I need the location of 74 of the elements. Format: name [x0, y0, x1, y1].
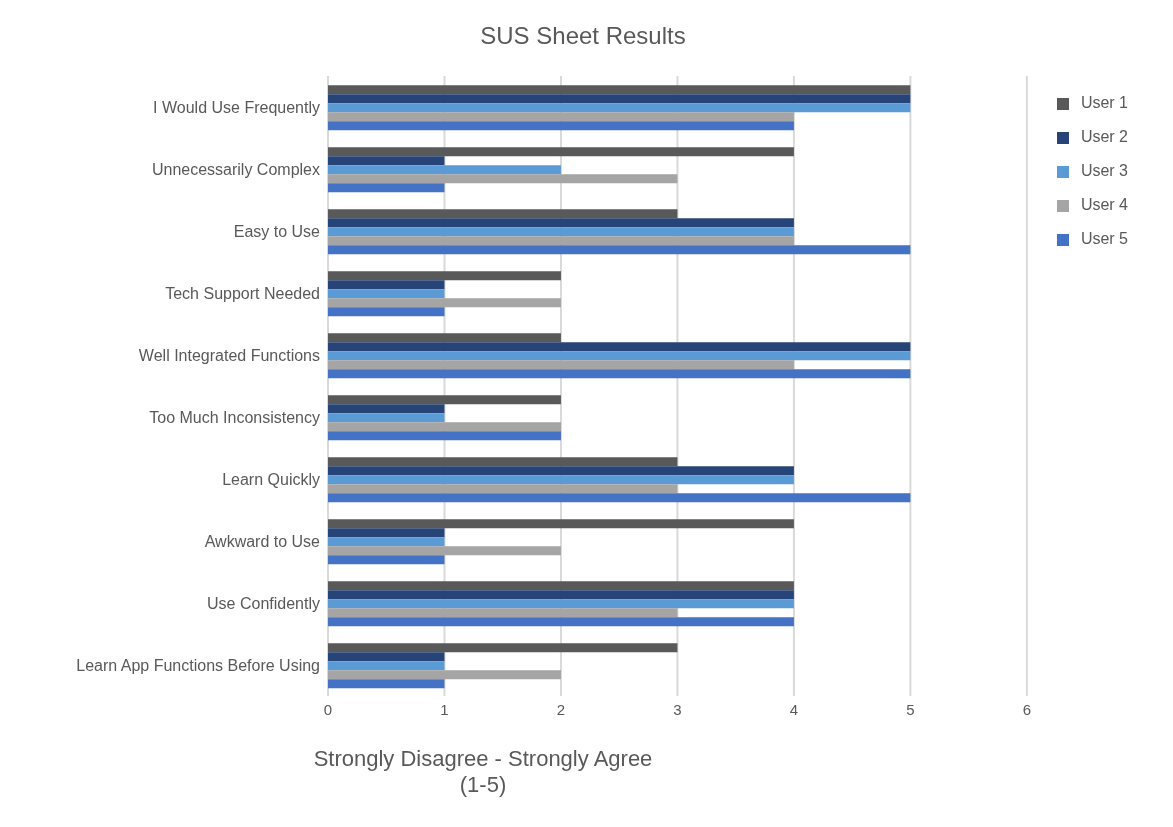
y-tick-label: Learn Quickly	[222, 470, 320, 488]
bar	[328, 608, 678, 618]
bar	[328, 599, 794, 609]
y-tick-label: Use Confidently	[207, 594, 320, 612]
x-tick-label: 3	[673, 700, 682, 718]
bar	[328, 121, 794, 131]
y-tick-label: I Would Use Frequently	[153, 98, 320, 116]
bar	[328, 147, 794, 157]
bar	[328, 528, 445, 538]
bar	[328, 617, 794, 627]
bar	[328, 165, 561, 175]
bar	[328, 369, 911, 379]
y-tick-label: Awkward to Use	[204, 532, 321, 550]
chart-title: SUS Sheet Results	[479, 21, 687, 51]
y-tick-label: Too Much Inconsistency	[149, 408, 320, 426]
bar	[328, 546, 561, 556]
bar	[328, 218, 794, 228]
bar	[328, 360, 794, 370]
bar	[328, 413, 445, 423]
y-tick-label: Unnecessarily Complex	[151, 160, 320, 178]
bar	[328, 581, 794, 591]
bar	[328, 183, 445, 193]
legend-label: User 5	[1080, 230, 1128, 247]
bar	[328, 85, 911, 95]
x-tick-label: 5	[906, 700, 915, 718]
bar	[328, 351, 911, 361]
legend-label: User 2	[1080, 128, 1128, 145]
bar	[328, 670, 561, 680]
x-tick-label: 6	[1022, 700, 1032, 718]
x-tick-label: 4	[789, 700, 799, 718]
bar	[328, 112, 794, 122]
bar	[328, 342, 911, 352]
bar	[328, 289, 445, 299]
bar	[328, 103, 911, 113]
x-tick-label: 0	[323, 700, 333, 718]
bar	[328, 652, 445, 662]
y-tick-label: Tech Support Needed	[165, 284, 320, 302]
bar	[328, 679, 445, 689]
bar	[328, 643, 678, 653]
x-tick-label: 1	[440, 700, 449, 718]
bar	[328, 493, 911, 503]
legend-label: User 4	[1080, 196, 1128, 213]
y-tick-label: Well Integrated Functions	[138, 346, 320, 364]
bar	[328, 457, 678, 467]
legend-label: User 3	[1080, 162, 1128, 179]
bar	[328, 236, 794, 246]
bar	[328, 590, 794, 600]
x-tick-label: 2	[556, 700, 566, 718]
bar	[328, 174, 678, 184]
bar	[328, 307, 445, 317]
bar	[328, 475, 794, 485]
bar	[328, 156, 445, 166]
bar	[328, 245, 911, 255]
bar	[328, 280, 445, 290]
y-tick-label: Easy to Use	[233, 222, 321, 240]
y-tick-label: Learn App Functions Before Using	[76, 656, 320, 674]
bar	[328, 431, 561, 441]
bar	[328, 227, 794, 237]
bar	[328, 271, 561, 281]
bar	[328, 537, 445, 547]
bar	[328, 333, 561, 343]
bar	[328, 519, 794, 529]
bar	[328, 209, 678, 219]
bar	[328, 661, 445, 671]
bar	[328, 466, 794, 476]
bar	[328, 404, 445, 414]
x-axis-title: Strongly Disagree - Strongly Agree (1-5)	[312, 746, 654, 798]
bar	[328, 298, 561, 308]
bar	[328, 395, 561, 405]
bar	[328, 94, 911, 104]
bar	[328, 484, 678, 494]
bar	[328, 422, 561, 432]
legend-label: User 1	[1080, 94, 1128, 111]
bar	[328, 555, 445, 565]
